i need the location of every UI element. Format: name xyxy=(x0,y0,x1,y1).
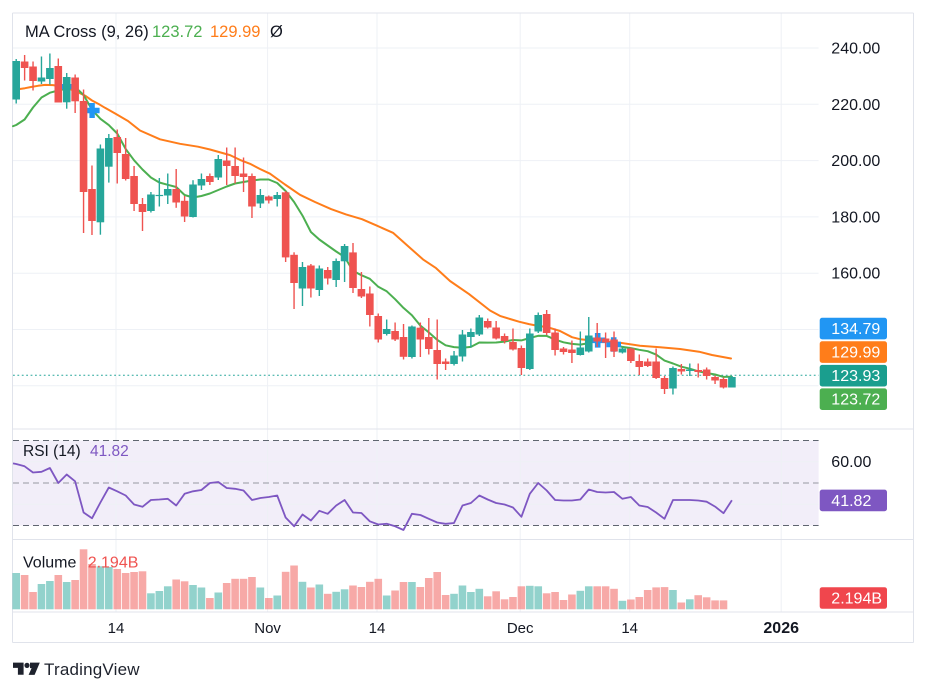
svg-text:RSI (14): RSI (14) xyxy=(23,443,81,460)
svg-text:MA Cross (9, 26): MA Cross (9, 26) xyxy=(25,23,149,41)
svg-text:2.194B: 2.194B xyxy=(831,591,882,608)
svg-text:14: 14 xyxy=(108,620,125,637)
svg-text:Ø: Ø xyxy=(270,23,283,41)
svg-text:129.99: 129.99 xyxy=(210,23,260,41)
svg-text:180.00: 180.00 xyxy=(831,209,880,226)
svg-text:123.72: 123.72 xyxy=(831,392,880,409)
svg-text:240.00: 240.00 xyxy=(831,41,880,58)
svg-text:123.72: 123.72 xyxy=(152,23,202,41)
svg-text:2.194B: 2.194B xyxy=(88,555,139,572)
svg-text:Nov: Nov xyxy=(254,620,281,637)
svg-text:129.99: 129.99 xyxy=(831,345,880,362)
svg-text:41.82: 41.82 xyxy=(90,443,129,460)
svg-text:134.79: 134.79 xyxy=(831,321,880,338)
svg-text:200.00: 200.00 xyxy=(831,153,880,170)
svg-text:123.93: 123.93 xyxy=(831,368,880,385)
svg-text:Volume: Volume xyxy=(23,555,76,572)
svg-text:2026: 2026 xyxy=(763,620,799,637)
svg-text:Dec: Dec xyxy=(507,620,534,637)
svg-text:TradingView: TradingView xyxy=(44,660,140,679)
svg-text:160.00: 160.00 xyxy=(831,266,880,283)
svg-text:41.82: 41.82 xyxy=(831,493,871,510)
svg-text:14: 14 xyxy=(369,620,386,637)
svg-text:14: 14 xyxy=(621,620,638,637)
svg-text:220.00: 220.00 xyxy=(831,97,880,114)
svg-text:60.00: 60.00 xyxy=(831,454,871,471)
